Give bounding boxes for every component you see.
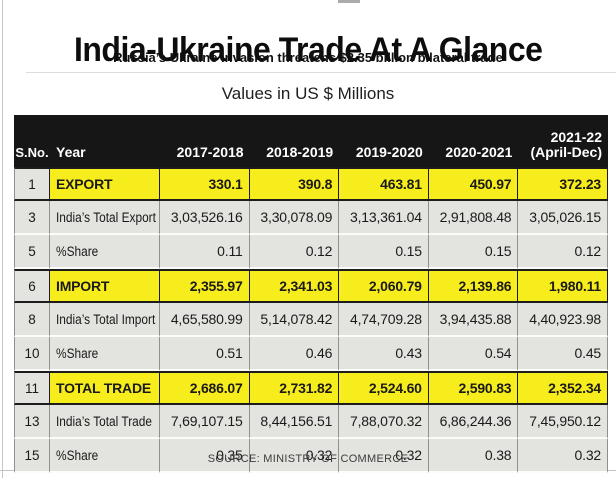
value-cell: 390.8 <box>249 167 340 201</box>
table-row: 6 IMPORT 2,355.97 2,341.03 2,060.79 2,139.86 1… <box>14 269 608 303</box>
trade-table: S.No. Year 2017-2018 2018-2019 2019-2020 2020… <box>14 115 608 473</box>
value-cell: 0.15 <box>428 235 519 269</box>
value-cell: 0.12 <box>518 235 608 269</box>
column-header-2019-2020: 2019-2020 <box>339 115 429 167</box>
value-cell: 0.32 <box>339 439 429 473</box>
value-cell: 2,590.83 <box>428 371 519 405</box>
value-cell: 4,65,580.99 <box>160 303 250 337</box>
value-cell: 0.46 <box>249 337 340 371</box>
table-row: 5 %Share 0.11 0.12 0.15 0.15 0.12 <box>14 235 608 269</box>
value-cell: 3,13,361.04 <box>339 201 429 235</box>
left-edge-line <box>2 0 3 478</box>
trade-table-header: S.No. Year 2017-2018 2018-2019 2019-2020 2020… <box>14 115 608 167</box>
row-serial-number: 1 <box>14 167 50 201</box>
value-cell: 0.38 <box>428 439 519 473</box>
row-serial-number: 6 <box>14 269 50 303</box>
value-cell: 463.81 <box>339 167 429 201</box>
value-cell: 2,352.34 <box>518 371 608 405</box>
table-row: 15 %Share 0.35 0.32 0.32 0.38 0.32 <box>14 439 608 473</box>
row-label-text: India’s Total Trade <box>56 414 152 429</box>
value-cell: 0.32 <box>518 439 608 473</box>
table-row: 13 India’s Total Trade 7,69,107.15 8,44,156… <box>14 405 608 439</box>
value-cell: 330.1 <box>160 167 250 201</box>
value-cell: 6,86,244.36 <box>428 405 519 439</box>
row-label: India’s Total Export <box>50 201 160 235</box>
row-label: %Share <box>50 439 160 473</box>
value-cell: 0.32 <box>249 439 340 473</box>
value-cell: 3,30,078.09 <box>249 201 340 235</box>
row-serial-number: 5 <box>14 235 50 269</box>
value-cell: 0.43 <box>339 337 429 371</box>
page-title: India-Ukraine Trade At A Glance <box>0 30 616 69</box>
value-cell: 4,40,923.98 <box>518 303 608 337</box>
row-label: %Share <box>50 235 160 269</box>
column-header-2018-2019: 2018-2019 <box>249 115 340 167</box>
column-header-2017-2018: 2017-2018 <box>160 115 250 167</box>
table-row: 3 India’s Total Export 3,03,526.16 3,30,078… <box>14 201 608 235</box>
row-label: IMPORT <box>50 269 160 303</box>
value-cell: 0.45 <box>518 337 608 371</box>
value-cell: 8,44,156.51 <box>249 405 340 439</box>
table-row: 8 India’s Total Import 4,65,580.99 5,14,078… <box>14 303 608 337</box>
value-cell: 0.11 <box>160 235 250 269</box>
value-cell: 2,524.60 <box>339 371 429 405</box>
value-cell: 5,14,078.42 <box>249 303 340 337</box>
row-serial-number: 10 <box>14 337 50 371</box>
value-cell: 2,341.03 <box>249 269 340 303</box>
value-cell: 2,139.86 <box>428 269 519 303</box>
row-label-text: %Share <box>56 448 99 463</box>
row-serial-number: 13 <box>14 405 50 439</box>
value-cell: 372.23 <box>518 167 608 201</box>
row-label: EXPORT <box>50 167 160 201</box>
row-label-text: EXPORT <box>56 176 113 192</box>
row-label-text: IMPORT <box>56 278 110 294</box>
source-attribution: SOURCE: MINISTRY OF COMMERCE <box>207 453 409 465</box>
value-cell: 1,980.11 <box>518 269 608 303</box>
page-subtitle: Russia’s Ukraine invasion threatens $2.3… <box>113 50 503 65</box>
page-title-text: India-Ukraine Trade At A Glance <box>73 30 543 69</box>
value-cell: 0.15 <box>339 235 429 269</box>
value-cell: 3,03,526.16 <box>160 201 250 235</box>
value-cell: 450.97 <box>428 167 519 201</box>
value-cell: 2,731.82 <box>249 371 340 405</box>
column-header-sno: S.No. <box>14 115 50 167</box>
value-cell: 3,05,026.15 <box>518 201 608 235</box>
column-header-year: Year <box>50 115 160 167</box>
value-cell: 7,45,950.12 <box>518 405 608 439</box>
row-label: India’s Total Import <box>50 303 160 337</box>
column-header-2021-22: 2021-22 (April-Dec) <box>518 115 608 167</box>
header-divider <box>26 72 616 73</box>
value-cell: 7,88,070.32 <box>339 405 429 439</box>
row-label: TOTAL TRADE <box>50 371 160 405</box>
value-cell: 0.12 <box>249 235 340 269</box>
row-serial-number: 8 <box>14 303 50 337</box>
value-cell: 0.35 <box>160 439 250 473</box>
units-label: Values in US $ Millions <box>221 84 395 103</box>
value-cell: 2,355.97 <box>160 269 250 303</box>
value-cell: 0.54 <box>428 337 519 371</box>
value-cell: 7,69,107.15 <box>160 405 250 439</box>
value-cell: 2,060.79 <box>339 269 429 303</box>
row-serial-number: 11 <box>14 371 50 405</box>
table-row: 1 EXPORT 330.1 390.8 463.81 450.97 372.23 <box>14 167 608 201</box>
value-cell: 4,74,709.28 <box>339 303 429 337</box>
row-label-text: TOTAL TRADE <box>56 380 152 396</box>
table-row: 11 TOTAL TRADE 2,686.07 2,731.82 2,524.60 2,5… <box>14 371 608 405</box>
table-row: 10 %Share 0.51 0.46 0.43 0.54 0.45 <box>14 337 608 371</box>
row-label: %Share <box>50 337 160 371</box>
row-serial-number: 3 <box>14 201 50 235</box>
row-label: India’s Total Trade <box>50 405 160 439</box>
top-edge-artifact <box>338 0 360 3</box>
column-header-2020-2021: 2020-2021 <box>428 115 519 167</box>
value-cell: 2,686.07 <box>160 371 250 405</box>
value-cell: 0.51 <box>160 337 250 371</box>
row-label-text: India’s Total Export <box>56 210 156 225</box>
row-label-text: India’s Total Import <box>56 312 156 327</box>
value-cell: 2,91,808.48 <box>428 201 519 235</box>
value-cell: 3,94,435.88 <box>428 303 519 337</box>
row-label-text: %Share <box>56 244 99 259</box>
row-serial-number: 15 <box>14 439 50 473</box>
row-label-text: %Share <box>56 346 99 361</box>
